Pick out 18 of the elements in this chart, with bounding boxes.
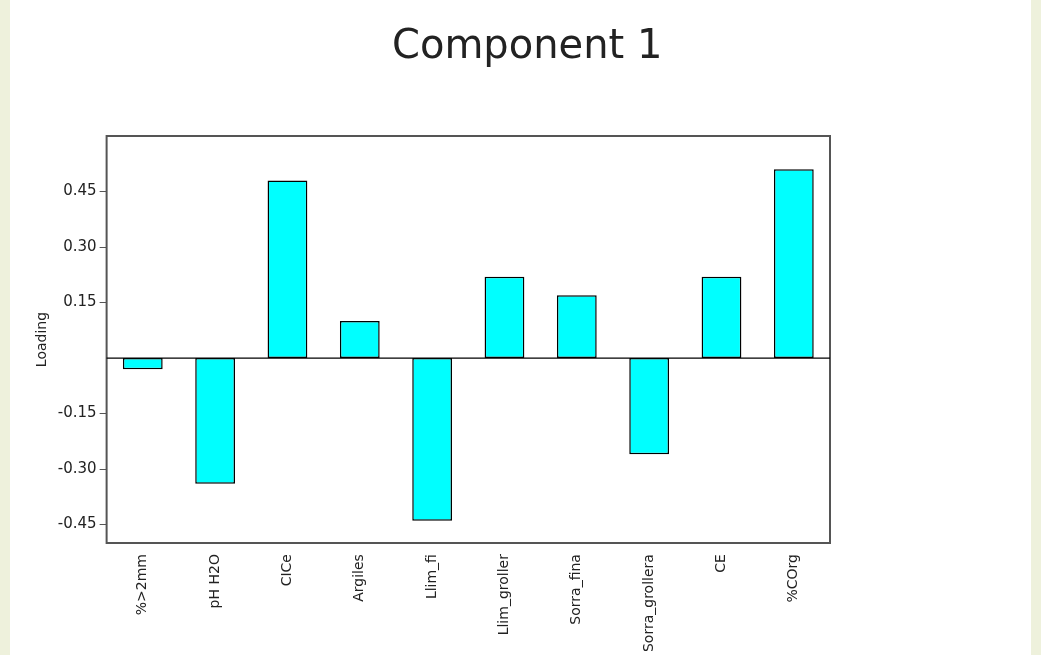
x-tick-label: Sorra_fina <box>567 554 584 625</box>
x-tick-label: Argiles <box>350 554 367 602</box>
x-tick-label: %>2mm <box>133 554 150 616</box>
x-tick-label: CE <box>712 554 729 573</box>
y-tick-label: 0.15 <box>63 292 97 311</box>
x-tick-label: Llim_groller <box>495 553 512 636</box>
chart-title: Component 1 <box>392 21 664 67</box>
x-tick-label: CICe <box>278 554 295 587</box>
y-tick-label: 0.45 <box>63 181 97 200</box>
y-axis-title: Loading <box>33 311 50 368</box>
y-tick-label: -0.15 <box>57 403 97 422</box>
y-tick-label: 0.30 <box>63 236 97 255</box>
x-tick-label: pH H2O <box>205 554 222 609</box>
y-tick-label: -0.45 <box>57 514 97 533</box>
y-tick-label: -0.30 <box>57 458 97 477</box>
x-tick-label: Llim_fi <box>422 554 439 600</box>
x-tick-label: Sorra_grollera <box>639 554 656 653</box>
x-tick-label: %COrg <box>784 554 801 603</box>
